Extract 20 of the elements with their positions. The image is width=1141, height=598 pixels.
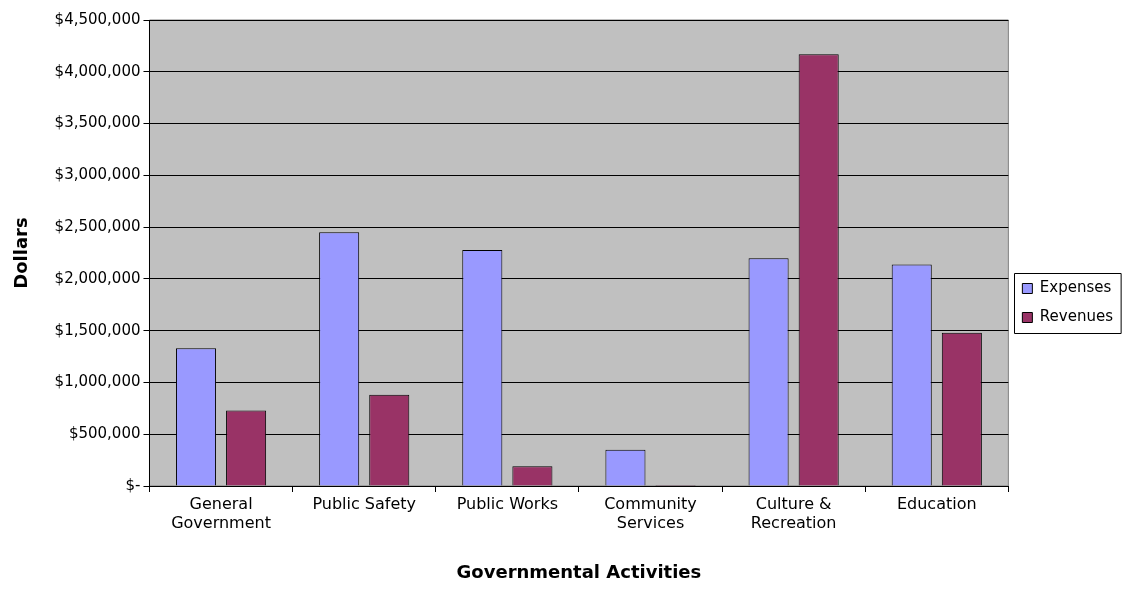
- y-axis-title: Dollars: [10, 217, 32, 289]
- y-tick-label: $3,000,000: [54, 165, 141, 184]
- legend-label: Revenues: [1039, 307, 1114, 326]
- legend-label: Expenses: [1039, 278, 1112, 297]
- x-tick-label: Public Works: [456, 493, 558, 513]
- y-tick-label: $2,000,000: [54, 268, 141, 287]
- y-tick-label: $3,500,000: [54, 113, 141, 132]
- y-tick-label: $4,000,000: [54, 61, 141, 80]
- y-tick-label: $1,500,000: [54, 320, 141, 339]
- y-tick-label: $-: [125, 475, 141, 494]
- x-axis-title: Governmental Activities: [456, 560, 702, 582]
- x-tick-label: Community Services: [604, 493, 697, 532]
- y-tick-label: $500,000: [68, 424, 141, 443]
- x-tick-label: Education: [896, 493, 977, 513]
- y-tick-label: $1,000,000: [54, 372, 141, 391]
- x-tick-label: Culture & Recreation: [750, 493, 837, 532]
- y-tick-label: $2,500,000: [54, 217, 141, 235]
- x-tick-label: General Government: [171, 493, 271, 532]
- x-tick-label: Public Safety: [312, 493, 417, 513]
- y-tick-label: $4,500,000: [54, 9, 141, 28]
